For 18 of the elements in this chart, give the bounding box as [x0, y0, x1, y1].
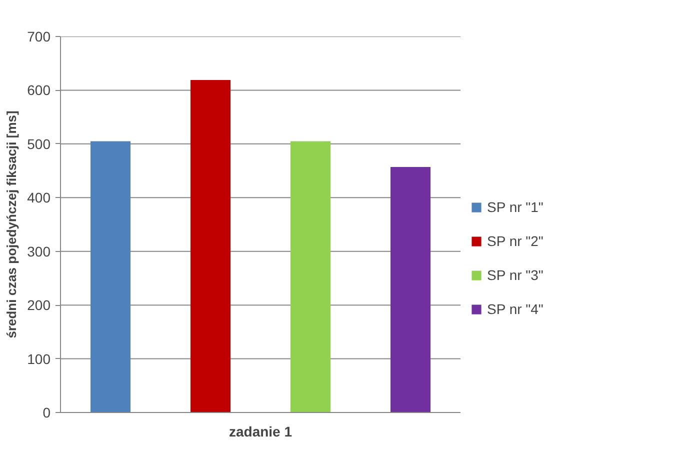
- bar: [390, 167, 430, 412]
- y-tick-label: 0: [42, 404, 51, 420]
- legend-label: SP nr "2": [487, 233, 544, 249]
- y-tick-label: 700: [27, 28, 51, 44]
- y-axis-title: średni czas pojedyńczej fiksacji [ms]: [4, 110, 20, 338]
- y-tick-label: 100: [27, 350, 51, 367]
- bar: [290, 141, 330, 412]
- y-tick-label: 200: [27, 297, 51, 314]
- bar: [90, 141, 130, 412]
- legend-label: SP nr "4": [487, 301, 544, 317]
- legend-label: SP nr "1": [487, 199, 544, 215]
- y-tick-label: 600: [27, 82, 51, 98]
- bar: [190, 80, 230, 412]
- y-tick-label: 500: [27, 136, 51, 152]
- y-tick-label: 300: [27, 243, 51, 260]
- y-tick-label: 400: [27, 190, 51, 206]
- legend-label: SP nr "3": [487, 267, 544, 283]
- x-tick-label: zadanie 1: [228, 424, 292, 440]
